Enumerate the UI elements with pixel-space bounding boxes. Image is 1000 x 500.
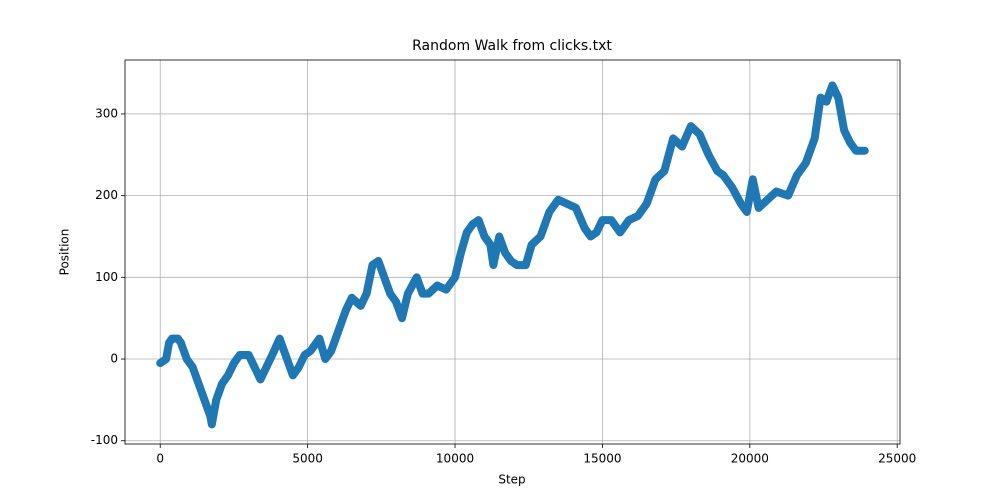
x-tick-label: 0 bbox=[156, 452, 164, 466]
plot-frame bbox=[124, 59, 901, 445]
y-tick-label: -100 bbox=[91, 433, 118, 447]
data-line bbox=[156, 81, 869, 429]
chart-title: Random Walk from clicks.txt bbox=[412, 38, 612, 54]
x-tick-label: 25000 bbox=[878, 452, 916, 466]
y-tick-label: 300 bbox=[95, 106, 118, 120]
y-axis-label: Position bbox=[58, 229, 72, 276]
y-tick-label: 100 bbox=[95, 270, 118, 284]
x-tick-label: 15000 bbox=[583, 452, 621, 466]
x-tick-label: 10000 bbox=[436, 452, 474, 466]
x-tick-label: 5000 bbox=[292, 452, 323, 466]
y-tick-label: 200 bbox=[95, 188, 118, 202]
y-tick-label: 0 bbox=[110, 352, 118, 366]
x-tick-label: 20000 bbox=[731, 452, 769, 466]
x-axis-label: Step bbox=[498, 473, 525, 487]
